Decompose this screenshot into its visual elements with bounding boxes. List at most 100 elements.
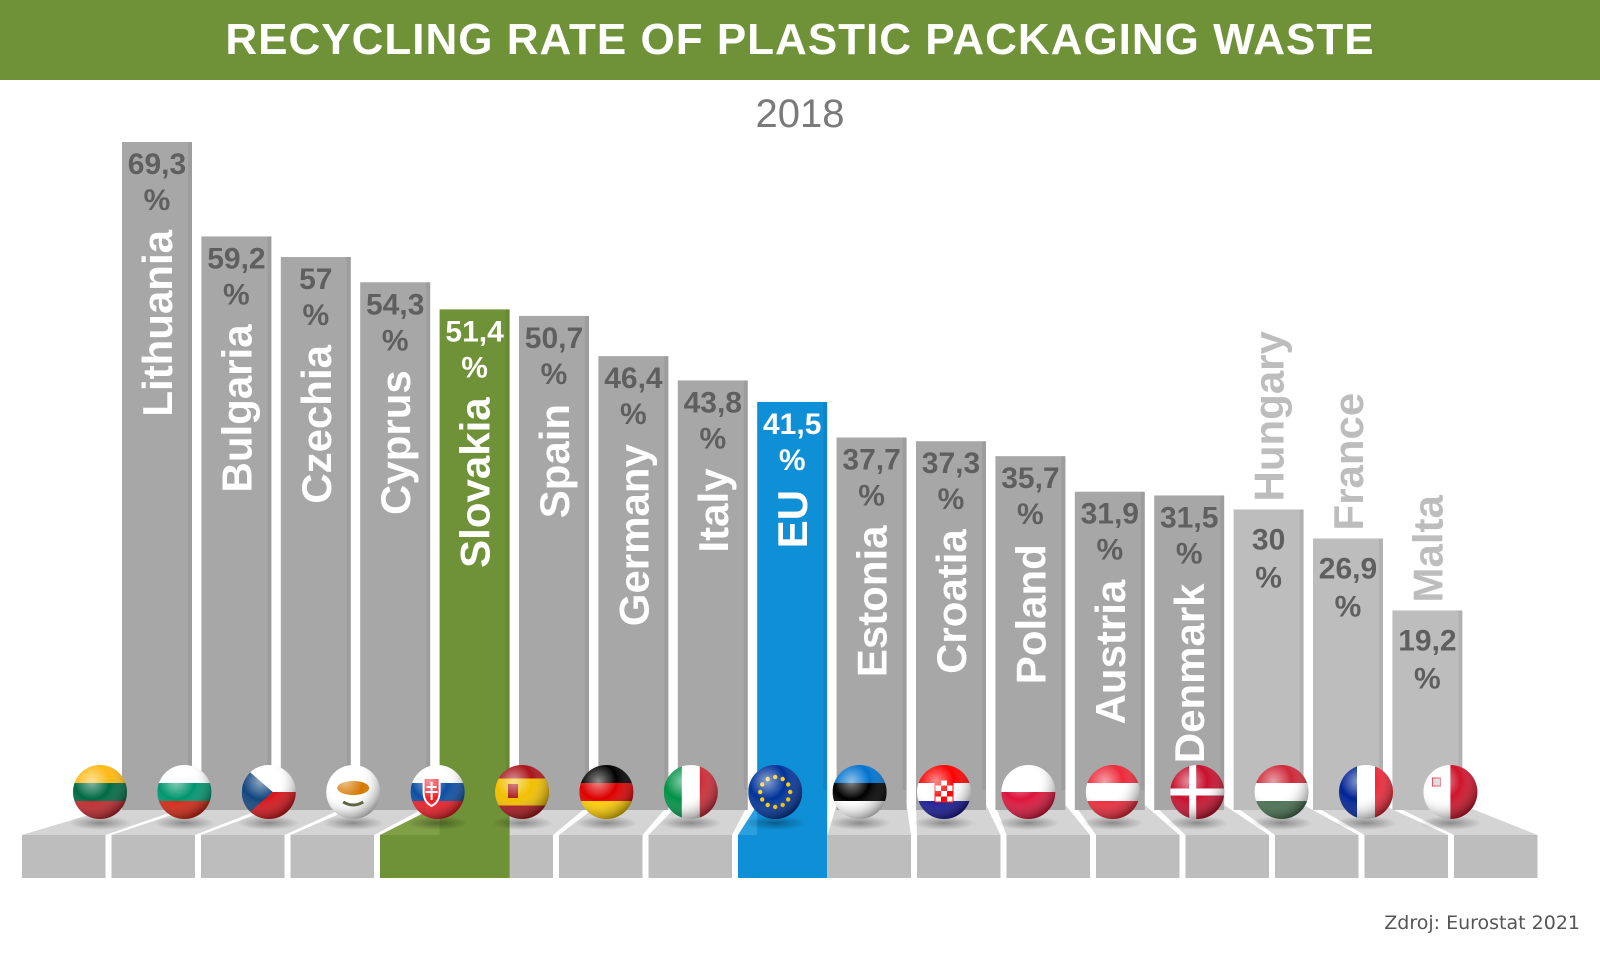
bar-estonia <box>836 437 907 810</box>
platform-front-estonia <box>827 835 911 878</box>
platform-front-cyprus <box>290 835 374 878</box>
category-label-eu: EU <box>769 490 816 548</box>
percent-label-cyprus: % <box>382 324 409 357</box>
slovakia-flag-icon <box>406 765 469 830</box>
bar-austria <box>1074 491 1145 810</box>
bar-group-estonia: 37,7% Estonia <box>836 437 907 810</box>
value-label-malta: 19,2 <box>1398 624 1456 657</box>
flag-gloss <box>1085 765 1140 819</box>
bar-cyprus <box>360 282 431 810</box>
value-label-poland: 35,7 <box>1001 462 1059 495</box>
flag-gloss <box>917 765 971 819</box>
bar-group-france: 26,9% France <box>1313 393 1383 810</box>
category-label-slovakia: Slovakia <box>452 397 499 568</box>
value-label-spain: 50,7 <box>525 322 583 355</box>
bar-shade-germany <box>664 356 669 790</box>
flag-gloss <box>832 765 887 819</box>
category-label-bulgaria: Bulgaria <box>213 324 260 493</box>
flag-gloss <box>73 765 127 819</box>
bar-shade-denmark <box>1220 495 1225 790</box>
value-label-slovakia: 51,4 <box>445 315 504 348</box>
platform-front-poland <box>1006 835 1090 878</box>
bar-denmark <box>1154 495 1225 810</box>
flag-gloss <box>326 765 381 819</box>
bar-shade-hungary <box>1299 509 1304 790</box>
percent-label-slovakia: % <box>461 351 488 384</box>
flag-shadow <box>575 816 638 830</box>
flag-gloss <box>241 765 296 819</box>
flag-shadow <box>153 816 216 830</box>
bar-bulgaria <box>201 236 272 811</box>
value-label-croatia: 37,3 <box>922 447 980 480</box>
platform-front-france <box>1364 835 1448 878</box>
platform-front-germany <box>559 835 643 878</box>
austria-flag-icon <box>1081 765 1144 830</box>
bar-group-malta: 19,2% Malta <box>1392 494 1463 810</box>
flag-gloss <box>579 765 634 819</box>
flag-shadow <box>744 816 807 830</box>
bar-group-hungary: 30% Hungary <box>1233 330 1304 810</box>
platform-front-croatia <box>917 835 1001 878</box>
flag-gloss <box>1170 765 1225 819</box>
bar-group-czechia: 57% Czechia <box>280 257 351 810</box>
flag-shadow <box>406 816 469 830</box>
percent-label-france: % <box>1335 590 1362 623</box>
cyprus-flag-icon <box>322 765 385 830</box>
platform-front-italy <box>648 835 732 878</box>
bar-group-poland: 35,7% Poland <box>995 456 1066 810</box>
percent-label-germany: % <box>620 398 647 431</box>
flag-gloss <box>410 765 465 819</box>
bar-group-lithuania: 69,3% Lithuania <box>122 142 192 810</box>
category-label-austria: Austria <box>1087 579 1134 724</box>
bar-shade-czechia <box>346 257 351 790</box>
value-label-eu: 41,5 <box>763 408 821 441</box>
denmark-flag-icon <box>1166 765 1229 830</box>
czechia-flag-icon <box>237 765 300 830</box>
bar-shade-italy <box>743 380 748 790</box>
platform-front-hungary <box>1275 835 1359 878</box>
flag-gloss <box>1001 765 1056 819</box>
category-label-germany: Germany <box>610 443 657 626</box>
category-label-lithuania: Lithuania <box>134 229 181 416</box>
bulgaria-flag-icon <box>153 765 216 830</box>
percent-label-italy: % <box>699 422 726 455</box>
flag-shadow <box>997 816 1060 830</box>
chart-subtitle: 2018 <box>755 92 845 136</box>
value-label-hungary: 30 <box>1252 523 1285 556</box>
platform-front-malta <box>1454 835 1538 878</box>
bar-poland <box>995 456 1066 810</box>
percent-label-eu: % <box>779 444 806 477</box>
platform-front-bulgaria <box>111 835 195 878</box>
flag-shadow <box>1250 816 1313 830</box>
value-label-estonia: 37,7 <box>842 443 900 476</box>
germany-flag-icon <box>575 765 638 830</box>
source-note: Zdroj: Eurostat 2021 <box>1384 912 1580 934</box>
bar-shade-france <box>1379 538 1383 790</box>
platform-front-czechia <box>201 835 285 878</box>
percent-label-lithuania: % <box>144 184 171 217</box>
poland-flag-icon <box>997 765 1060 830</box>
bar-group-denmark: 31,5% Denmark <box>1154 495 1225 810</box>
flag-shadow <box>322 816 385 830</box>
value-label-cyprus: 54,3 <box>366 288 424 321</box>
bar-italy <box>677 380 748 810</box>
percent-label-spain: % <box>541 358 568 391</box>
value-label-denmark: 31,5 <box>1160 501 1218 534</box>
category-label-hungary: Hungary <box>1246 330 1293 501</box>
flags-group <box>69 765 1482 830</box>
italy-flag-icon <box>659 765 722 830</box>
category-label-czechia: Czechia <box>293 344 340 503</box>
bar-group-croatia: 37,3% Croatia <box>916 441 986 810</box>
flag-shadow <box>1335 816 1397 830</box>
category-label-spain: Spain <box>531 404 578 518</box>
hungary-flag-icon <box>1250 765 1313 830</box>
eu-flag-icon <box>744 765 807 830</box>
spain-flag-icon <box>491 765 553 830</box>
flag-shadow <box>1419 816 1482 830</box>
bar-germany <box>598 356 669 810</box>
flag-shadow <box>237 816 300 830</box>
bar-lithuania <box>122 142 192 810</box>
value-label-bulgaria: 59,2 <box>207 242 265 275</box>
flag-shadow <box>69 816 131 830</box>
bar-czechia <box>280 257 351 810</box>
